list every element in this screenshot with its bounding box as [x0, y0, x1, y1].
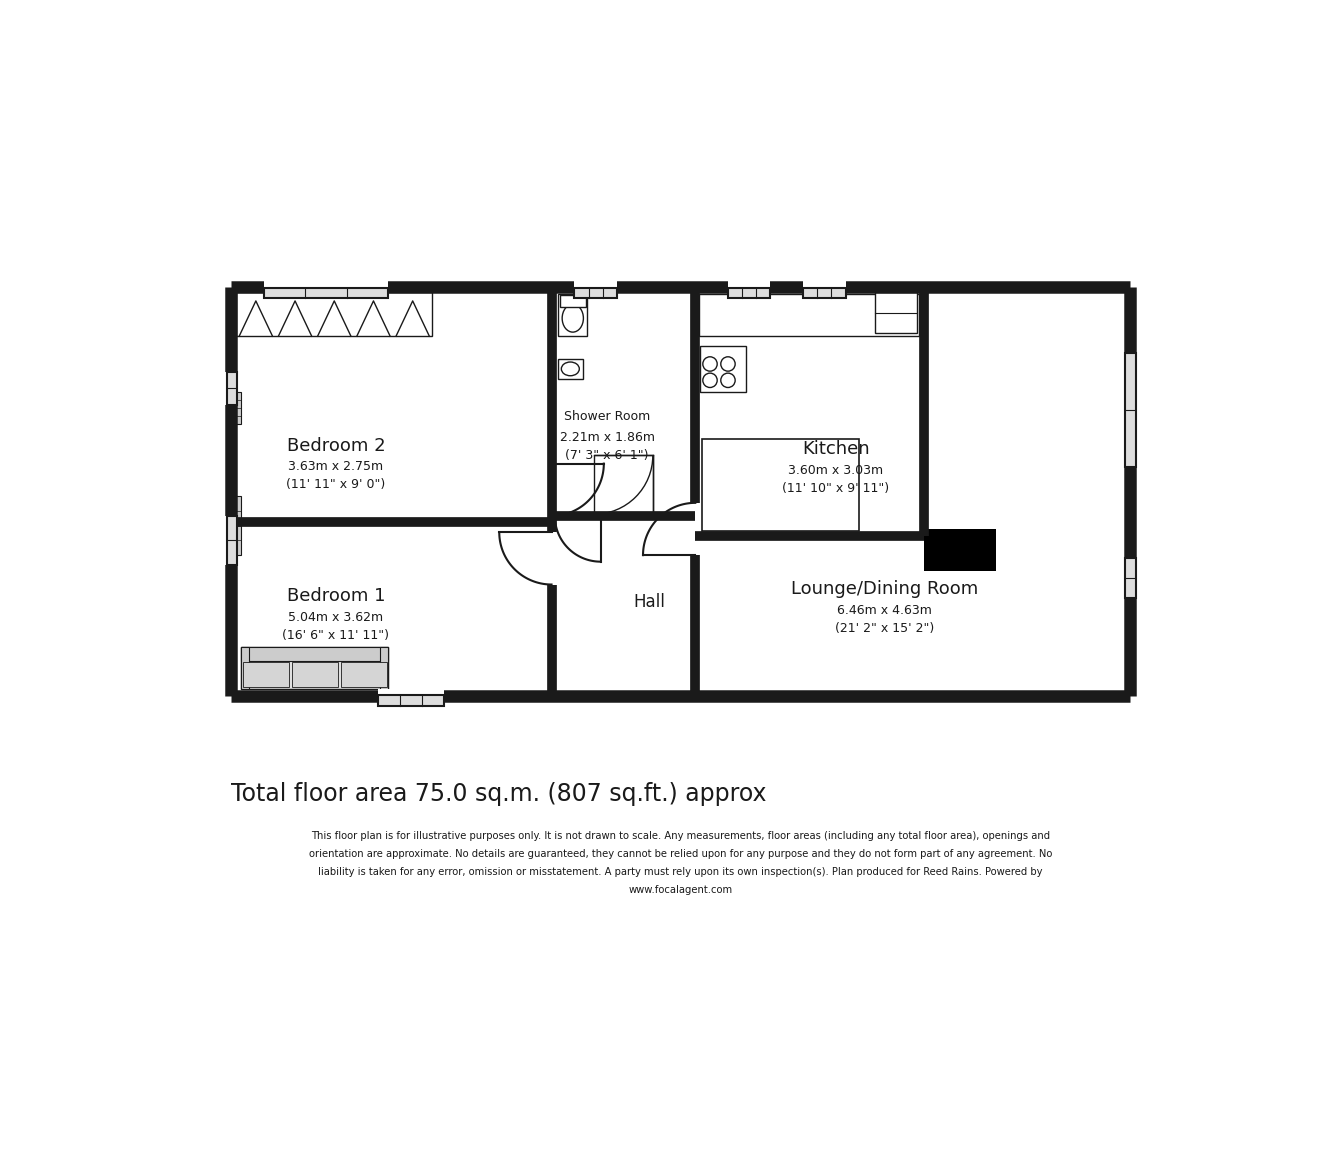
- Bar: [226, 372, 238, 405]
- Text: 3.63m x 2.75m: 3.63m x 2.75m: [288, 460, 384, 473]
- Bar: [700, 346, 746, 391]
- Text: Lounge/Dining Room: Lounge/Dining Room: [791, 580, 979, 599]
- Text: Total floor area 75.0 sq.m. (807 sq.ft.) approx: Total floor area 75.0 sq.m. (807 sq.ft.)…: [231, 782, 766, 806]
- Bar: [242, 647, 388, 689]
- Bar: [242, 647, 388, 662]
- Text: 5.04m x 3.62m: 5.04m x 3.62m: [288, 611, 384, 624]
- Bar: [575, 281, 618, 294]
- Bar: [559, 296, 586, 307]
- Text: (11' 10" x 9' 11"): (11' 10" x 9' 11"): [782, 481, 890, 495]
- Bar: [227, 372, 238, 405]
- Bar: [235, 291, 1126, 692]
- Bar: [232, 391, 242, 425]
- Bar: [1125, 352, 1135, 467]
- Text: Bedroom 2: Bedroom 2: [287, 436, 385, 455]
- Bar: [242, 647, 250, 689]
- Ellipse shape: [562, 304, 583, 333]
- Text: This floor plan is for illustrative purposes only. It is not drawn to scale. Any: This floor plan is for illustrative purp…: [311, 831, 1050, 841]
- Bar: [728, 281, 770, 294]
- Text: orientation are approximate. No details are guaranteed, they cannot be relied up: orientation are approximate. No details …: [309, 849, 1052, 859]
- Bar: [264, 288, 388, 298]
- Text: Shower Room: Shower Room: [564, 410, 651, 422]
- Bar: [594, 456, 653, 514]
- Text: (16' 6" x 11' 11"): (16' 6" x 11' 11"): [283, 628, 389, 641]
- Bar: [1125, 558, 1135, 597]
- Bar: [1123, 558, 1135, 597]
- Text: 6.46m x 4.63m: 6.46m x 4.63m: [838, 604, 932, 617]
- Bar: [226, 516, 238, 565]
- Bar: [803, 288, 846, 298]
- Bar: [378, 695, 444, 706]
- Bar: [264, 281, 388, 294]
- Text: Bedroom 1: Bedroom 1: [287, 587, 385, 605]
- Text: 3.60m x 3.03m: 3.60m x 3.03m: [789, 464, 883, 477]
- Bar: [227, 516, 238, 565]
- Bar: [231, 288, 1130, 695]
- Bar: [699, 294, 919, 336]
- Bar: [701, 440, 859, 531]
- Text: www.focalagent.com: www.focalagent.com: [628, 885, 733, 895]
- Circle shape: [703, 373, 717, 388]
- Text: Kitchen: Kitchen: [802, 440, 870, 458]
- Bar: [1123, 352, 1135, 467]
- Circle shape: [703, 357, 717, 371]
- Circle shape: [721, 373, 736, 388]
- Bar: [243, 662, 288, 687]
- Bar: [558, 294, 587, 336]
- Bar: [380, 647, 388, 689]
- Text: 2.21m x 1.86m: 2.21m x 1.86m: [559, 430, 655, 444]
- Text: Hall: Hall: [633, 594, 665, 611]
- Bar: [341, 662, 386, 687]
- Bar: [236, 292, 433, 336]
- Bar: [575, 288, 618, 298]
- Bar: [378, 689, 444, 702]
- Bar: [558, 359, 583, 379]
- Text: (7' 3" x 6' 1"): (7' 3" x 6' 1"): [566, 449, 649, 462]
- Bar: [803, 281, 846, 294]
- Bar: [728, 288, 770, 298]
- Bar: [875, 292, 918, 333]
- Bar: [924, 529, 996, 571]
- Text: (11' 11" x 9' 0"): (11' 11" x 9' 0"): [287, 479, 385, 491]
- Circle shape: [721, 357, 736, 371]
- Bar: [292, 662, 337, 687]
- Text: (21' 2" x 15' 2"): (21' 2" x 15' 2"): [835, 623, 935, 635]
- Text: liability is taken for any error, omission or misstatement. A party must rely up: liability is taken for any error, omissi…: [319, 867, 1042, 877]
- Ellipse shape: [562, 363, 579, 375]
- Bar: [232, 496, 242, 555]
